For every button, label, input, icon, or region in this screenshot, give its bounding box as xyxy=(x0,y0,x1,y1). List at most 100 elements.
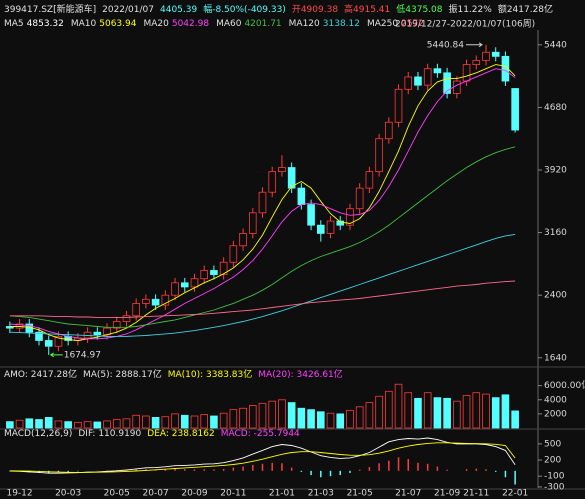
high-label: 5440.84 xyxy=(427,40,464,50)
candle-body xyxy=(375,138,383,173)
candle-body xyxy=(462,64,471,82)
volume-bar xyxy=(248,405,257,429)
candle-body xyxy=(346,208,354,226)
candle-body xyxy=(132,303,140,317)
volume-bar xyxy=(472,392,481,429)
legend-name: MA60 xyxy=(216,19,242,29)
candle-body xyxy=(112,321,121,329)
high-arrow xyxy=(465,42,483,48)
volume-bar xyxy=(385,390,393,429)
candle-body xyxy=(122,315,131,322)
ma-line xyxy=(9,280,516,318)
header-item: MA(20): 3426.61亿 xyxy=(258,368,343,380)
header-item: 额2417.28亿 xyxy=(498,3,553,15)
volume-bar xyxy=(239,407,247,429)
candle-body xyxy=(229,245,238,263)
y-tick-label: 2000 xyxy=(544,409,567,419)
volume-bar xyxy=(491,397,500,429)
volume-bar xyxy=(433,397,442,429)
candle-body xyxy=(297,187,306,205)
header-item: MACD: -255.7944 xyxy=(221,429,300,439)
x-tick-label: 21-01 xyxy=(269,489,295,499)
header-item: 399417.SZ[新能源车] xyxy=(4,3,96,15)
y-tick-label: -300 xyxy=(544,482,565,492)
x-tick-label: 21-03 xyxy=(308,489,334,499)
volume-bar xyxy=(132,414,140,429)
candle-body xyxy=(180,282,189,288)
candle-body xyxy=(355,187,364,210)
candle-body xyxy=(142,298,150,304)
candle-body xyxy=(443,72,451,94)
header-item: MA(5): 2888.17亿 xyxy=(83,368,162,380)
volume-bar xyxy=(501,394,510,429)
volume-bar xyxy=(200,414,208,429)
volume-bar xyxy=(317,411,325,429)
x-tick-label: 21-05 xyxy=(347,489,373,499)
candle-body xyxy=(394,88,403,123)
panel-header: MACD(12,26,9) DIF: 110.9190 DEA: 238.8162 M… xyxy=(4,429,300,439)
volume-bar xyxy=(365,402,374,429)
legend-value: 4853.32 xyxy=(27,19,64,29)
legend-name: MA5 xyxy=(4,19,24,29)
candle-body xyxy=(210,270,218,275)
volume-bar xyxy=(423,392,432,429)
candle-body xyxy=(385,121,393,140)
volume-bar xyxy=(54,420,63,429)
volume-bar xyxy=(112,419,121,429)
volume-bar xyxy=(287,402,296,429)
volume-bar xyxy=(278,399,286,429)
volume-bar xyxy=(103,420,111,429)
volume-bar xyxy=(171,413,179,429)
candle-body xyxy=(171,282,179,296)
y-tick-label: 5440 xyxy=(544,40,567,50)
y-tick-label: 500 xyxy=(544,439,561,449)
candle-body xyxy=(491,51,500,57)
header-item: 开4909.38 xyxy=(292,4,338,15)
candle-body xyxy=(44,340,53,347)
volume-bar xyxy=(511,410,519,429)
candle-body xyxy=(365,171,374,189)
candle-body xyxy=(414,76,422,86)
x-tick-label: 22-01 xyxy=(502,489,528,499)
volume-bar xyxy=(307,409,315,429)
candle-body xyxy=(433,68,442,74)
ma-line xyxy=(9,233,516,337)
volume-bar xyxy=(375,395,383,429)
candle-body xyxy=(404,76,413,90)
candle-body xyxy=(258,191,267,214)
candle-body xyxy=(501,55,510,82)
volume-bar xyxy=(443,397,451,429)
panel-header: AMO: 2417.28亿 MA(5): 2888.17亿 MA(10): 3383… xyxy=(4,368,343,380)
y-tick-label: 3160 xyxy=(544,228,567,238)
y-tick-label: 2400 xyxy=(544,291,567,301)
candle-body xyxy=(200,270,208,280)
y-tick-label: -100 xyxy=(544,472,565,482)
candle-body xyxy=(511,88,519,131)
y-tick-label: 1640 xyxy=(544,353,567,363)
legend-value: 3138.12 xyxy=(323,19,360,29)
y-tick-label: 4000 xyxy=(544,395,567,405)
volume-bar xyxy=(64,421,72,429)
candle-body xyxy=(93,331,102,336)
legend-value: 4201.71 xyxy=(244,19,281,29)
volume-bar xyxy=(355,406,364,429)
volume-bar xyxy=(336,413,345,429)
volume-bar xyxy=(190,415,199,429)
candle-body xyxy=(287,167,296,189)
x-tick-label: 20-07 xyxy=(143,489,169,499)
y-tick-label: 200 xyxy=(544,456,561,466)
volume-bar xyxy=(346,409,354,429)
candle-body xyxy=(35,331,43,341)
candle-body xyxy=(307,204,315,226)
candle-body xyxy=(54,335,63,347)
date-range: 2019/12/27-2022/01/07(106周) xyxy=(395,19,535,30)
volume-bar xyxy=(210,415,218,429)
volume-bar xyxy=(229,409,238,429)
header-item: DIF: 110.9190 xyxy=(78,429,141,439)
candle-body xyxy=(239,233,247,247)
candle-body xyxy=(326,220,335,234)
candle-body xyxy=(336,220,345,226)
candle-body xyxy=(190,278,199,288)
